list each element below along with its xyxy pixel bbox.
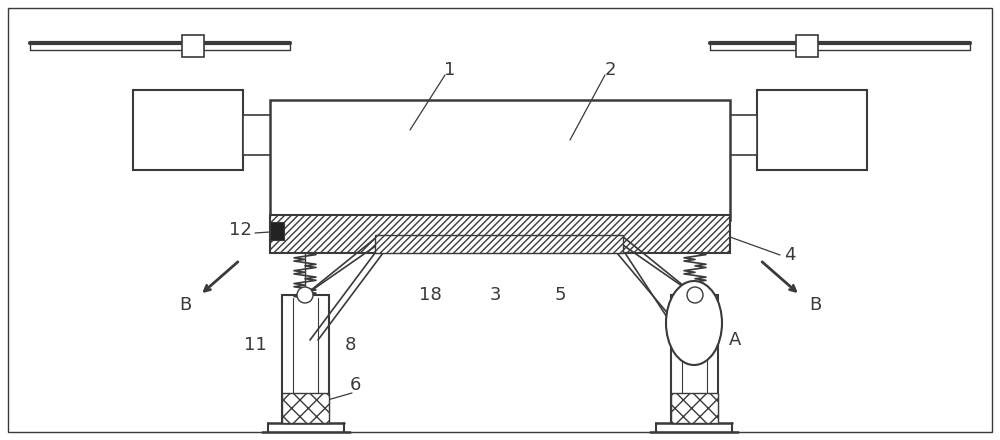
Bar — [282, 295, 329, 423]
Circle shape — [297, 287, 313, 303]
Text: A: A — [729, 331, 741, 349]
Bar — [133, 90, 243, 170]
Bar — [243, 115, 275, 155]
Text: B: B — [179, 296, 191, 314]
Bar — [270, 100, 730, 220]
Circle shape — [687, 287, 703, 303]
Text: 12: 12 — [229, 221, 251, 239]
Bar — [671, 295, 718, 423]
Text: 4: 4 — [784, 246, 796, 264]
Bar — [375, 235, 623, 253]
Text: 5: 5 — [554, 286, 566, 304]
Text: 1: 1 — [444, 61, 456, 79]
Bar — [282, 393, 329, 423]
Text: 11: 11 — [244, 336, 266, 354]
Text: 2: 2 — [604, 61, 616, 79]
Text: 8: 8 — [344, 336, 356, 354]
Text: 18: 18 — [419, 286, 441, 304]
Ellipse shape — [666, 281, 722, 365]
Bar — [270, 215, 730, 253]
Text: 3: 3 — [489, 286, 501, 304]
Bar — [796, 35, 818, 57]
Text: 6: 6 — [349, 376, 361, 394]
Bar — [182, 35, 204, 57]
Bar — [757, 90, 867, 170]
Bar — [671, 393, 718, 423]
Text: B: B — [809, 296, 821, 314]
Bar — [725, 115, 757, 155]
Bar — [270, 222, 284, 240]
